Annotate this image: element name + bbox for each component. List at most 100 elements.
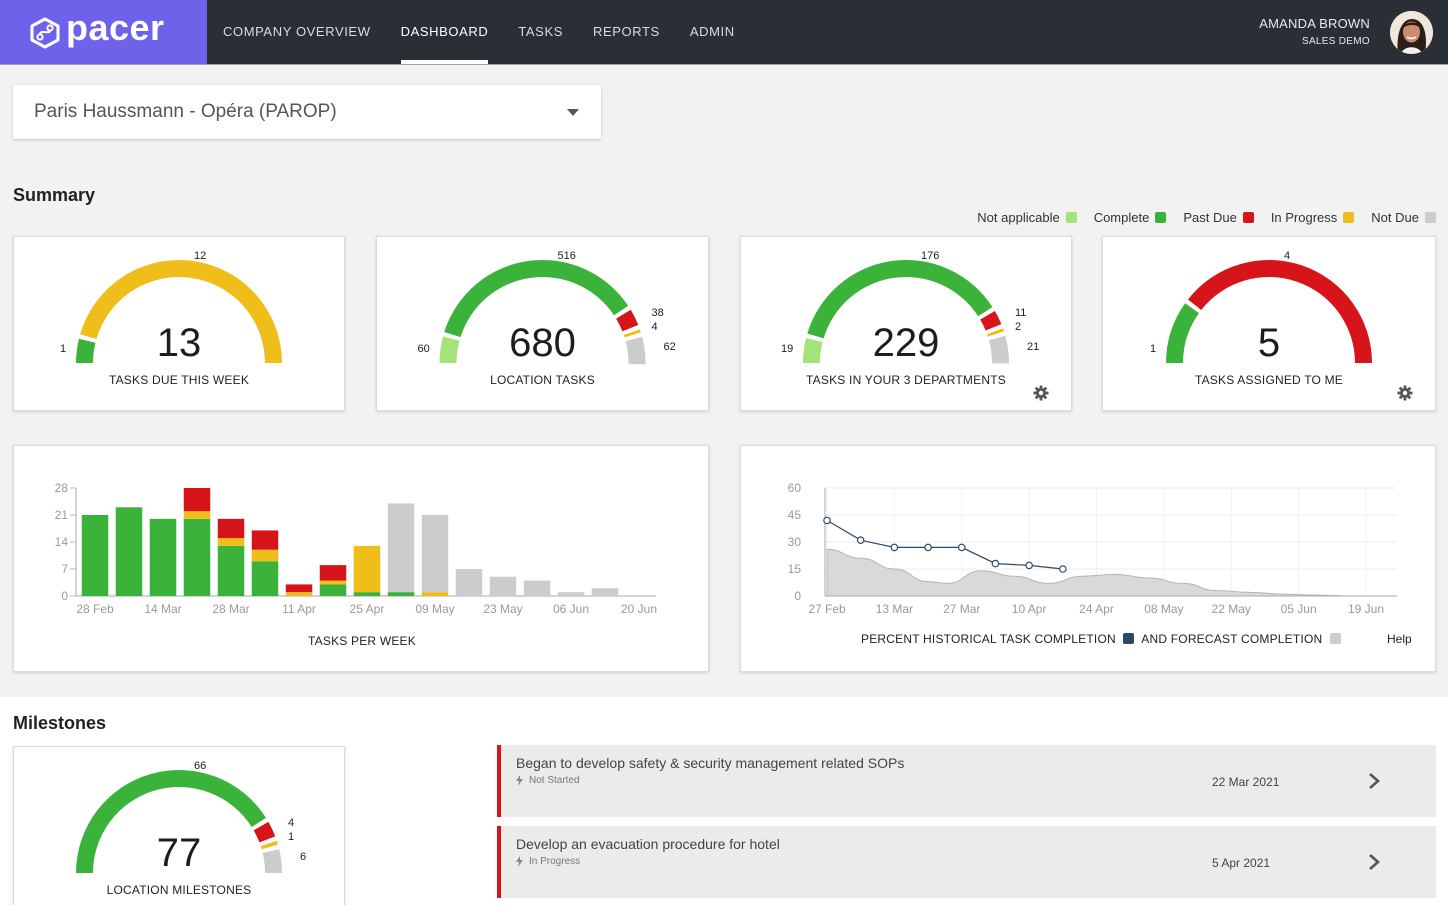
- gauge-card-department-tasks[interactable]: 229 TASKS IN YOUR 3 DEPARTMENTS 19 176 11 2 21: [740, 236, 1072, 411]
- bar-in-progress[interactable]: [285, 592, 313, 596]
- gauge-segment-not-due[interactable]: [262, 849, 282, 873]
- bar-complete[interactable]: [217, 545, 245, 596]
- gauge-segment-not-due[interactable]: [988, 335, 1009, 364]
- tasks-per-week-card: 0 7 14 21 28 28 Feb 14 Mar 28 Mar 11 Apr 25 Apr 09…: [13, 445, 709, 672]
- data-point[interactable]: [991, 559, 1000, 568]
- bar-in-progress[interactable]: [421, 592, 449, 596]
- user-info[interactable]: AMANDA BROWN SALES DEMO: [1259, 16, 1370, 47]
- gauge-segment-complete[interactable]: [76, 338, 96, 363]
- bar-not-due[interactable]: [591, 588, 619, 596]
- gauge-value-label: 21: [1027, 341, 1040, 353]
- bar-complete[interactable]: [183, 518, 211, 596]
- bar-past-due[interactable]: [285, 584, 313, 593]
- gauge-segment-in-progress[interactable]: [260, 840, 279, 850]
- data-point[interactable]: [957, 543, 966, 552]
- data-point[interactable]: [856, 536, 865, 545]
- gauge-segment-past-due[interactable]: [980, 310, 1002, 331]
- bar-complete[interactable]: [81, 515, 109, 596]
- gauge-card-location-tasks[interactable]: 680 LOCATION TASKS 60 516 38 4 62: [376, 236, 709, 411]
- brand-logo[interactable]: pacer: [0, 0, 207, 64]
- legend-swatch: [1242, 212, 1254, 223]
- gauge-segment-not-due[interactable]: [625, 336, 646, 365]
- data-point[interactable]: [924, 543, 932, 552]
- gauge-segment-complete[interactable]: [444, 260, 629, 338]
- milestone-item[interactable]: Began to develop safety & security manag…: [497, 745, 1436, 817]
- bar-past-due[interactable]: [251, 530, 279, 550]
- data-point[interactable]: [823, 516, 831, 525]
- gauge-segment-not-applicable[interactable]: [439, 336, 460, 363]
- historical-completion-legend: PERCENT HISTORICAL TASK COMPLETION AND F…: [861, 632, 1341, 646]
- y-tick-label: 14: [55, 535, 69, 549]
- bar-not-due[interactable]: [387, 503, 415, 593]
- chevron-right-icon[interactable]: [1367, 853, 1381, 871]
- milestone-item[interactable]: Develop an evacuation procedure for hote…: [497, 826, 1436, 898]
- user-name: AMANDA BROWN: [1259, 16, 1370, 31]
- bar-not-due[interactable]: [523, 580, 551, 596]
- gauge-segment-past-due[interactable]: [616, 309, 639, 332]
- legend-swatch: [1065, 212, 1077, 223]
- chevron-right-icon[interactable]: [1367, 772, 1381, 790]
- gauge-segment-not-applicable[interactable]: [803, 337, 823, 363]
- milestone-status-label: In Progress: [529, 856, 581, 867]
- gauge-segment-past-due[interactable]: [1187, 260, 1372, 363]
- gauge-card-tasks-due-this-week[interactable]: 13 TASKS DUE THIS WEEK 1 12: [13, 236, 345, 411]
- bar-in-progress[interactable]: [251, 549, 279, 562]
- legend-swatch: [1425, 212, 1436, 223]
- bar-not-due[interactable]: [455, 569, 483, 596]
- nav-reports[interactable]: REPORTS: [593, 24, 660, 39]
- tasks-per-week-title: TASKS PER WEEK: [308, 634, 416, 648]
- x-tick-label: 27 Feb: [808, 602, 846, 616]
- bar-complete[interactable]: [149, 518, 177, 596]
- bar-not-due[interactable]: [557, 592, 585, 596]
- gauge-card-assigned-to-me[interactable]: 5 TASKS ASSIGNED TO ME 1 4: [1102, 236, 1436, 411]
- help-link[interactable]: Help: [1387, 632, 1412, 646]
- gauge-segment-in-progress[interactable]: [623, 329, 641, 338]
- nav-admin[interactable]: ADMIN: [689, 24, 735, 39]
- data-point[interactable]: [890, 543, 899, 552]
- gauge-segment-past-due[interactable]: [253, 821, 276, 843]
- bar-in-progress[interactable]: [183, 511, 211, 519]
- bar-complete[interactable]: [115, 507, 143, 596]
- bar-complete[interactable]: [353, 592, 381, 596]
- forecast-swatch: [1329, 633, 1341, 644]
- gauge-total: 13: [156, 321, 202, 365]
- bar-in-progress[interactable]: [217, 538, 245, 546]
- location-select[interactable]: Paris Haussmann - Opéra (PAROP): [13, 85, 601, 139]
- gauge-segment-complete[interactable]: [76, 770, 267, 873]
- task-completion-chart: 0 15 30 45 60 27 Feb 13 Mar 27 Mar 10 Apr 24 Apr 0…: [788, 481, 1397, 616]
- nav-company-overview[interactable]: COMPANY OVERVIEW: [223, 24, 371, 39]
- gauge-total: 229: [872, 321, 940, 365]
- gauge-segment-complete[interactable]: [807, 260, 993, 339]
- avatar[interactable]: [1390, 11, 1433, 54]
- gauge-segment-in-progress[interactable]: [987, 328, 1005, 337]
- x-tick-label: 05 Jun: [1281, 602, 1317, 616]
- gauge-card-location-milestones[interactable]: 77 LOCATION MILESTONES 66 4 1 6: [13, 746, 345, 905]
- nav-dashboard[interactable]: DASHBOARD: [386, 0, 504, 64]
- bar-in-progress[interactable]: [319, 580, 347, 585]
- lightning-icon: [516, 856, 523, 867]
- bar-complete[interactable]: [319, 584, 347, 596]
- historical-completion-line: [826, 519, 1063, 570]
- milestone-date: 5 Apr 2021: [1212, 856, 1271, 870]
- bar-complete[interactable]: [387, 592, 415, 596]
- bar-not-due[interactable]: [421, 515, 449, 593]
- status-legend: Not applicable Complete Past Due In Prog…: [960, 210, 1436, 225]
- bar-in-progress[interactable]: [353, 545, 381, 593]
- gauge-segment-in-progress[interactable]: [80, 259, 282, 363]
- bar-past-due[interactable]: [217, 518, 245, 539]
- bar-past-due[interactable]: [183, 488, 211, 512]
- data-point[interactable]: [1059, 565, 1067, 573]
- bar-complete[interactable]: [251, 561, 279, 596]
- gear-icon[interactable]: [1397, 385, 1413, 401]
- bar-past-due[interactable]: [319, 565, 347, 581]
- gauge-value-label: 6: [300, 851, 307, 863]
- bar-not-due[interactable]: [489, 576, 517, 596]
- gauge-segment-complete[interactable]: [1166, 303, 1199, 363]
- gauge-chart: [76, 770, 282, 873]
- x-tick-label: 28 Mar: [212, 602, 249, 616]
- gear-icon[interactable]: [1033, 385, 1049, 401]
- gauge-value-label: 38: [651, 307, 664, 319]
- nav-tasks[interactable]: TASKS: [518, 24, 563, 39]
- data-point[interactable]: [1025, 561, 1033, 570]
- x-tick-label: 14 Mar: [144, 602, 181, 616]
